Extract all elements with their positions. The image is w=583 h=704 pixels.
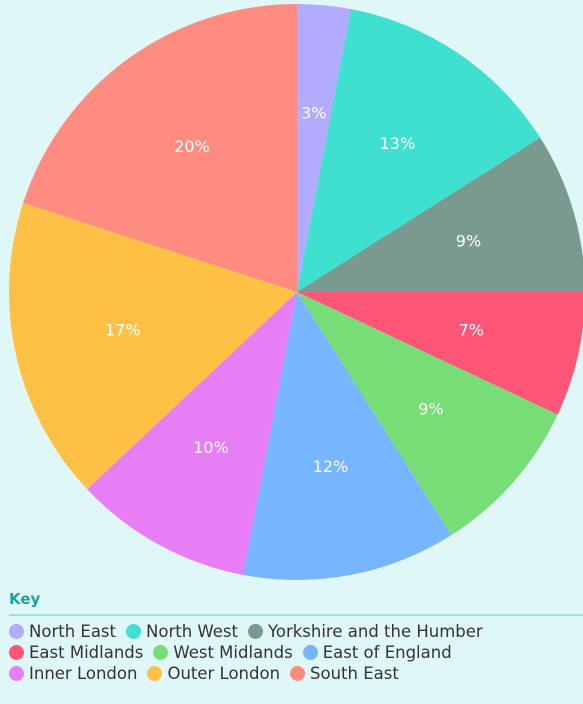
legend-swatch [147, 666, 163, 681]
legend-swatch [126, 624, 141, 639]
legend-label: Outer London [167, 664, 281, 683]
legend-label: East of England [322, 643, 452, 662]
legend-item: Yorkshire and the Humber [247, 622, 483, 641]
legend-label: Inner London [29, 664, 138, 683]
pie-slice [297, 4, 351, 292]
key-title: Key [9, 590, 583, 616]
pie-chart: 3% 13% 9% 7% 9% 12% 10% 17% 20% [9, 4, 583, 580]
slice-label: 10% [193, 438, 229, 457]
pie-slice [87, 292, 297, 575]
legend-label: North East [29, 622, 116, 641]
legend-swatch [9, 645, 24, 660]
pie-slice [297, 9, 541, 293]
slice-label: 9% [456, 232, 481, 251]
legend: North East North West Yorkshire and the Hu… [9, 622, 569, 683]
pie-slice [9, 203, 298, 490]
slice-label: 12% [313, 457, 349, 476]
legend-label: South East [310, 664, 399, 683]
legend-swatch [302, 645, 318, 660]
slice-label: 9% [418, 400, 443, 419]
legend-item: East of England [302, 643, 452, 662]
legend-swatch [290, 666, 306, 681]
legend-item: Outer London [147, 664, 280, 683]
legend-item: West Midlands [153, 643, 293, 662]
pie-slice [297, 292, 558, 536]
legend-item: North East [9, 622, 116, 641]
key: Key North East North West Yorkshire and th… [9, 590, 583, 683]
legend-label: West Midlands [173, 643, 293, 662]
pie-slice [297, 137, 583, 292]
slice-label: 17% [105, 320, 141, 339]
slice-label: 20% [174, 137, 210, 156]
legend-item: North West [126, 622, 238, 641]
slice-label: 7% [459, 320, 484, 339]
slice-label: 13% [380, 134, 416, 153]
slice-label: 3% [301, 104, 326, 123]
legend-label: Yorkshire and the Humber [267, 622, 483, 641]
pie-slice [243, 292, 452, 580]
pie-slice [23, 4, 297, 292]
legend-item: Inner London [9, 664, 137, 683]
legend-swatch [9, 624, 24, 639]
legend-swatch [247, 624, 263, 639]
legend-swatch [153, 645, 169, 660]
pie-slice [297, 292, 583, 415]
legend-item: South East [290, 664, 399, 683]
legend-swatch [9, 666, 24, 681]
legend-label: East Midlands [29, 643, 144, 662]
legend-item: East Midlands [9, 643, 143, 662]
legend-label: North West [146, 622, 238, 641]
